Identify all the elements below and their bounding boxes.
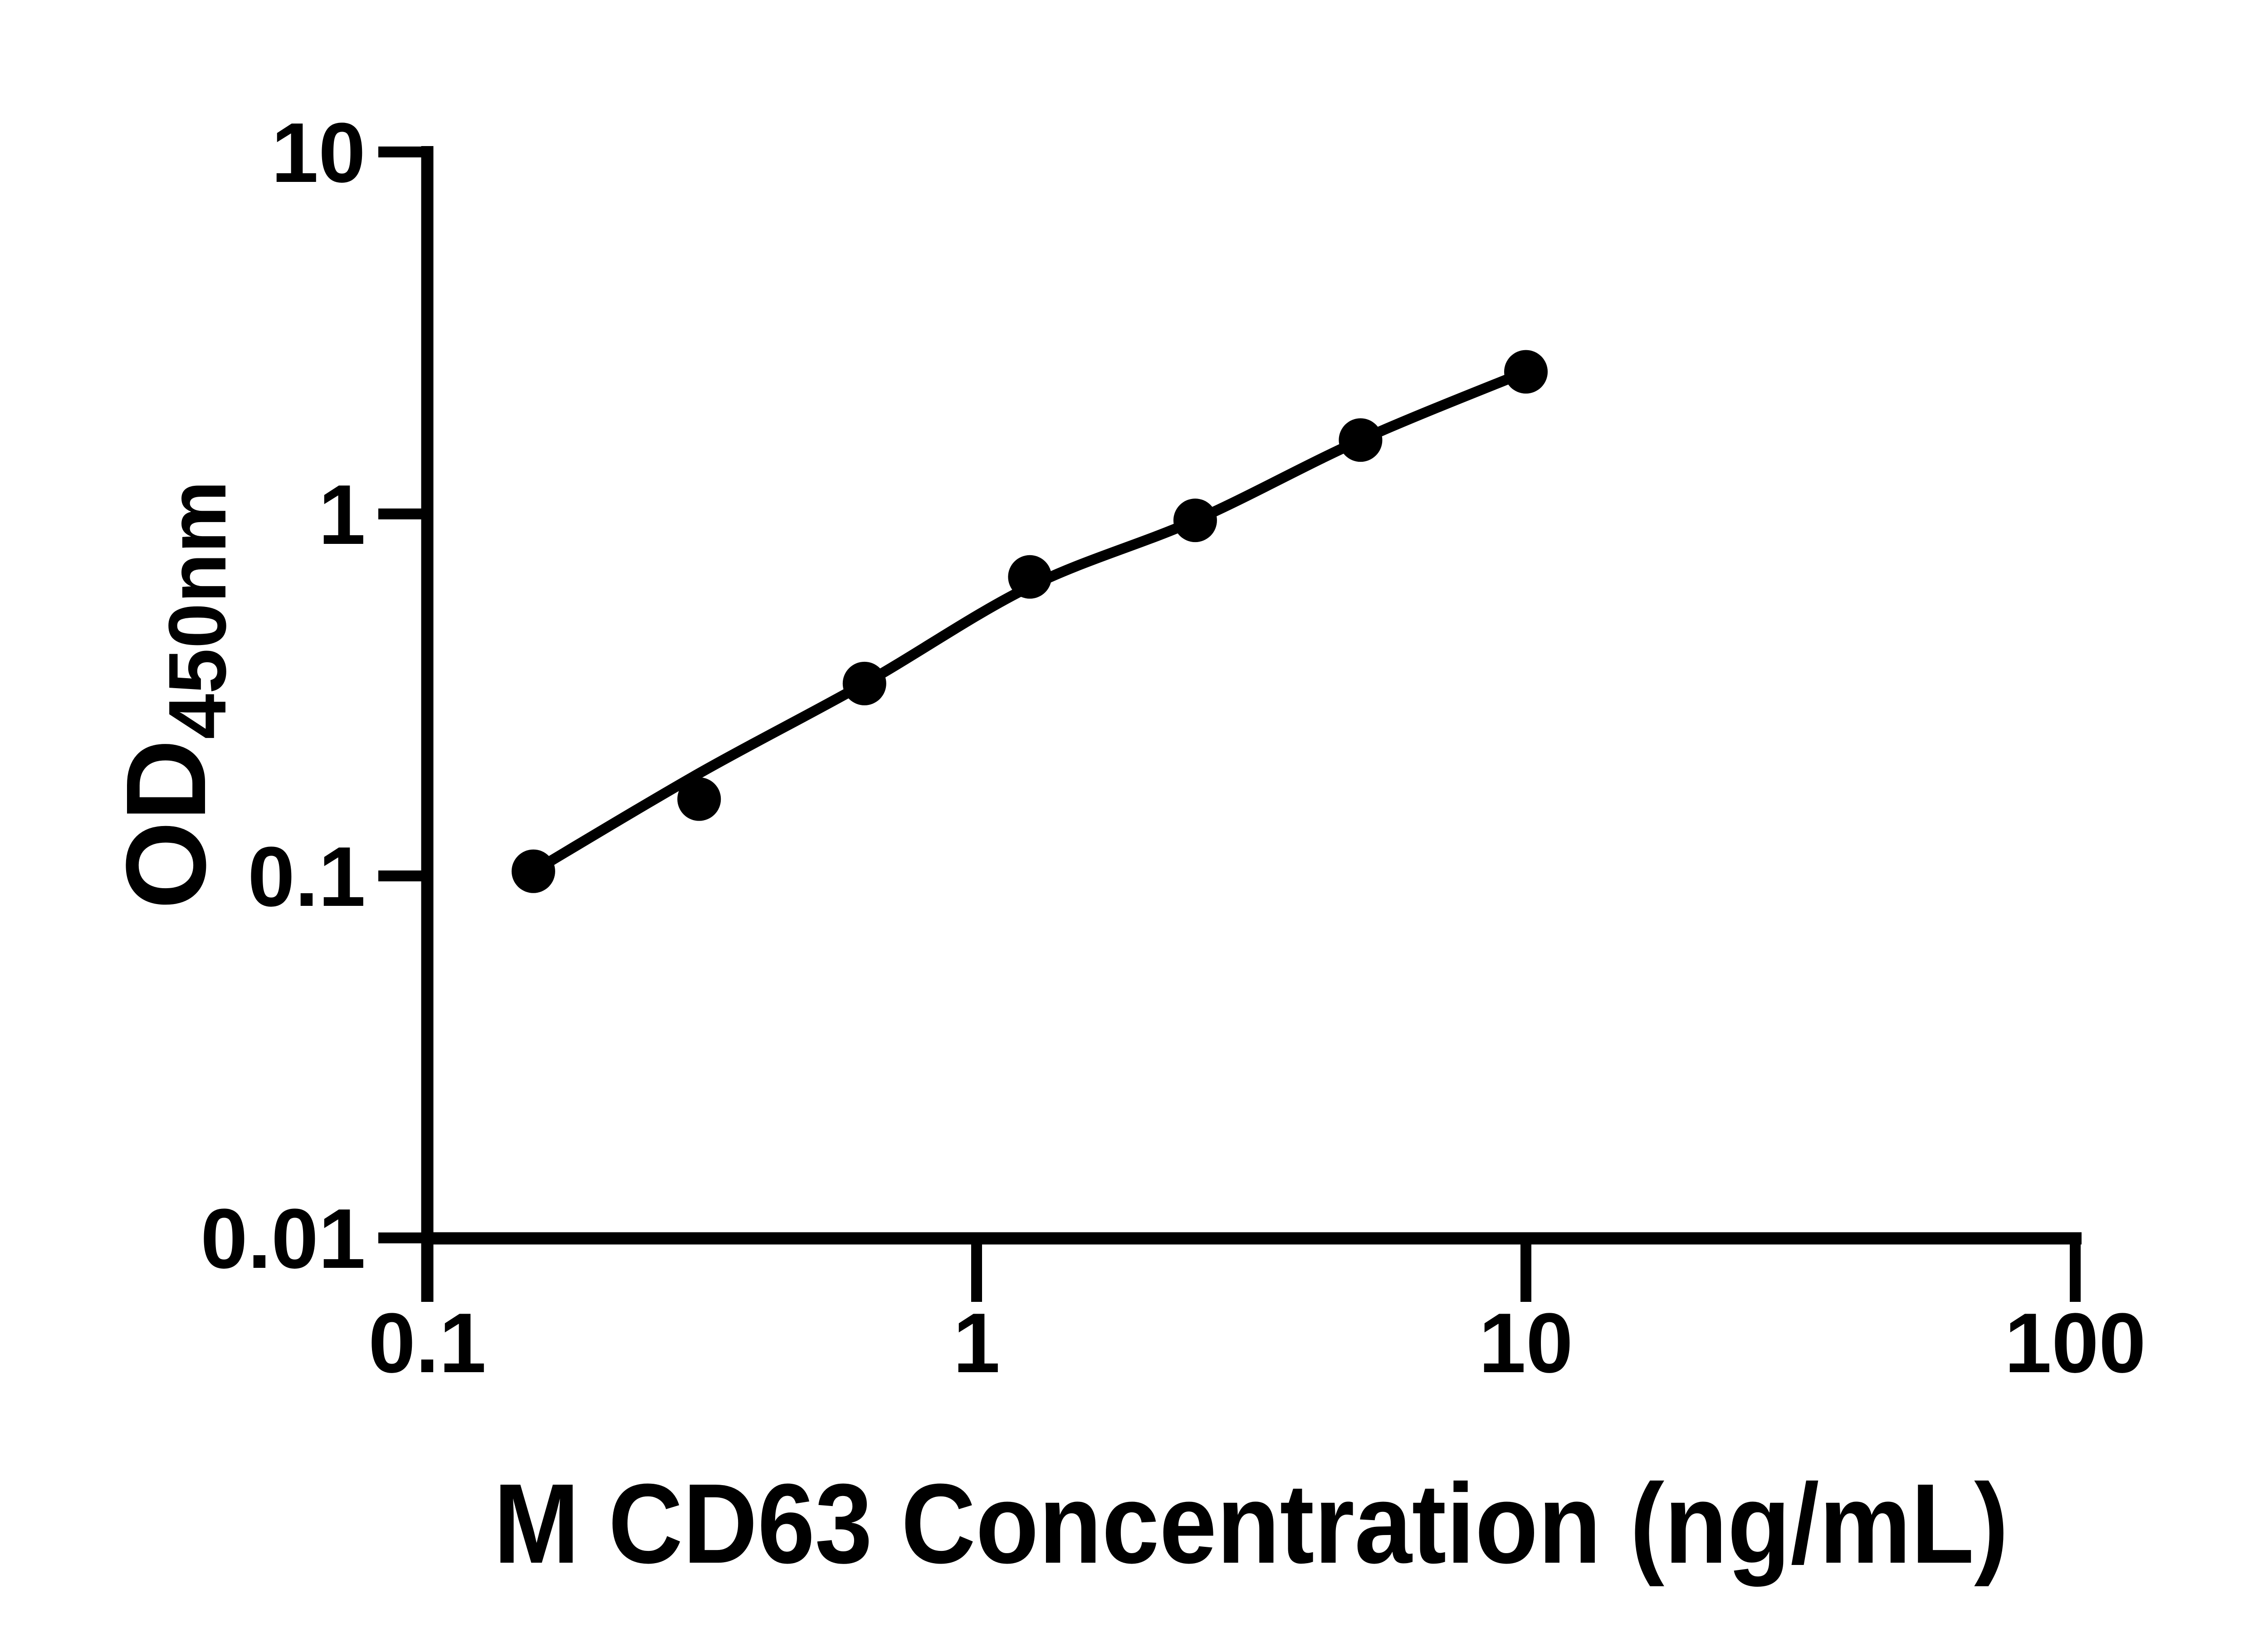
y-axis-title: OD450nm: [103, 480, 243, 909]
x-tick-label: 10: [1479, 1296, 1573, 1390]
data-point: [677, 777, 721, 821]
y-tick-label: 1: [318, 467, 366, 562]
x-tick-label: 100: [2004, 1296, 2146, 1390]
data-point: [1504, 350, 1548, 394]
x-axis-title: M CD63 Concentration (ng/mL): [494, 1460, 2009, 1587]
y-tick-label: 0.01: [200, 1191, 366, 1286]
data-point: [1008, 555, 1052, 599]
x-tick-label: 1: [953, 1296, 1000, 1390]
x-tick-label: 0.1: [368, 1296, 486, 1390]
data-point: [511, 849, 555, 893]
y-tick-label: 0.1: [248, 829, 366, 924]
data-point: [1173, 499, 1217, 543]
data-point: [1339, 418, 1383, 462]
data-point: [842, 661, 886, 705]
y-tick-label: 10: [271, 105, 366, 200]
